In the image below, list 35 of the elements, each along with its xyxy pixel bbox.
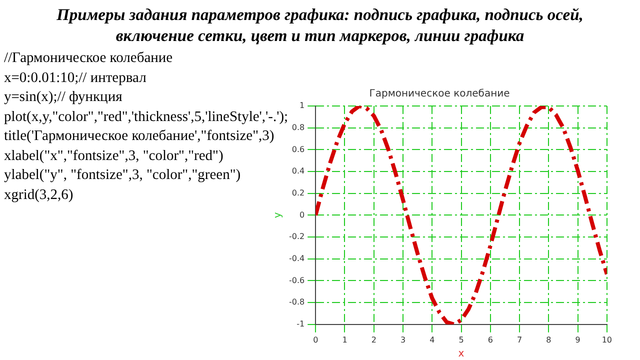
y-tick-label: 1 [300,101,305,110]
x-tick-label: 6 [488,335,493,344]
x-tick-label: 8 [546,335,552,344]
text: y=sin(x);// функция [4,88,124,107]
text: Примеры задания параметров графика: подпись графика, подпись осей, включение сетки, цвет и тип маркеров, линии графика [56,4,584,46]
y-tick-label: 0.4 [292,166,305,176]
text: xgrid(3,2,6) [4,186,74,204]
y-tick-label: -1 [296,319,305,328]
x-tick-label: 4 [430,335,435,344]
text: x=0:0.01:10;// интервал [4,68,148,88]
y-axis-title: y [272,212,284,218]
x-tick-label: 7 [516,335,522,344]
x-tick-label: 9 [575,335,580,344]
text: plot(x,y,"color","red",'thickness',5,'lineStyle','-.'); [4,108,288,126]
line-series [316,106,607,324]
chart-title: Гармоническое колебание [369,88,510,100]
y-tick-label: 0 [300,210,305,220]
y-tick-label: -0.6 [289,276,305,285]
x-tick-label: 10 [602,335,612,344]
y-tick-label: 0.8 [292,122,305,132]
y-tick-label: -0.4 [289,254,305,263]
x-tick-label: 1 [342,335,348,344]
x-tick-label: 3 [400,335,406,344]
x-tick-label: 2 [371,335,376,344]
x-axis-title: x [458,348,464,360]
text: ylabel("y", "fontsize",3, "color","green") [4,166,242,185]
y-tick-label: 0.2 [292,188,305,198]
y-tick-label: -0.8 [289,298,305,307]
text: xlabel("x","fontsize",3, "color","red") [4,146,224,166]
y-tick-label: -0.2 [289,232,305,242]
text: title('Гармоническое колебание',"fontsize",3) [4,127,276,146]
x-tick-label: 5 [458,335,464,344]
y-tick-label: 0.6 [292,144,305,154]
x-tick-label: 0 [313,335,318,344]
text: //Гармоническое колебание [4,49,174,68]
